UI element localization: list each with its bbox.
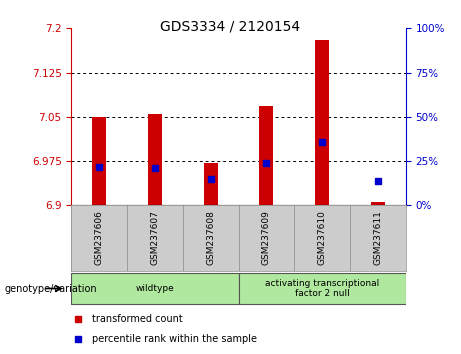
Text: percentile rank within the sample: percentile rank within the sample [91, 334, 256, 344]
Bar [92, 117, 106, 205]
Text: GSM237609: GSM237609 [262, 211, 271, 266]
Text: GSM237611: GSM237611 [373, 211, 382, 266]
Bar [238, 273, 406, 304]
Text: GSM237607: GSM237607 [150, 211, 160, 266]
Text: wildtype: wildtype [136, 284, 174, 293]
Bar [71, 273, 239, 304]
Bar [204, 163, 218, 205]
Bar [371, 202, 385, 205]
Text: activating transcriptional
factor 2 null: activating transcriptional factor 2 null [265, 279, 379, 298]
Text: GDS3334 / 2120154: GDS3334 / 2120154 [160, 19, 301, 34]
Text: GSM237608: GSM237608 [206, 211, 215, 266]
Text: GSM237606: GSM237606 [95, 211, 104, 266]
Bar [260, 106, 273, 205]
Bar [148, 114, 162, 205]
Text: genotype/variation: genotype/variation [5, 284, 97, 293]
Bar [315, 40, 329, 205]
Text: GSM237610: GSM237610 [318, 211, 327, 266]
Text: transformed count: transformed count [91, 314, 182, 324]
